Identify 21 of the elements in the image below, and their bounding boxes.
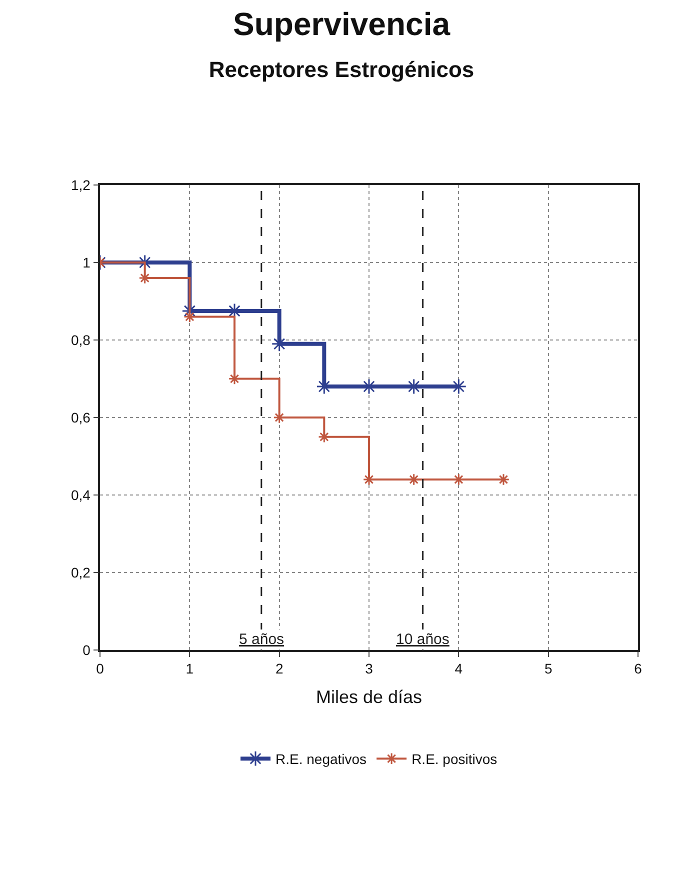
y-tick-label: 0,2 bbox=[70, 564, 91, 580]
chart-title: Supervivencia bbox=[233, 6, 450, 42]
legend-label: R.E. negativos bbox=[276, 751, 367, 768]
y-tick-label: 1,2 bbox=[70, 176, 91, 193]
x-tick-label: 1 bbox=[186, 660, 194, 677]
y-tick-label: 1 bbox=[82, 254, 91, 270]
x-axis-title: Miles de días bbox=[316, 687, 422, 708]
x-tick-label: 3 bbox=[365, 660, 374, 677]
y-tick-label: 0,4 bbox=[70, 486, 91, 503]
x-tick-label: 4 bbox=[454, 660, 463, 677]
x-tick-label: 2 bbox=[275, 660, 284, 677]
x-tick-label: 6 bbox=[634, 660, 642, 677]
ref-line-label: 5 años bbox=[239, 631, 284, 648]
x-tick-label: 0 bbox=[96, 660, 104, 677]
y-tick-label: 0,8 bbox=[70, 332, 91, 348]
y-tick-label: 0 bbox=[82, 642, 91, 658]
chart-subtitle: Receptores Estrogénicos bbox=[208, 56, 474, 82]
ref-line-label: 10 años bbox=[396, 631, 450, 648]
y-tick-label: 0,6 bbox=[70, 409, 91, 426]
legend-label: R.E. positivos bbox=[412, 751, 498, 768]
x-tick-label: 5 bbox=[544, 660, 552, 677]
